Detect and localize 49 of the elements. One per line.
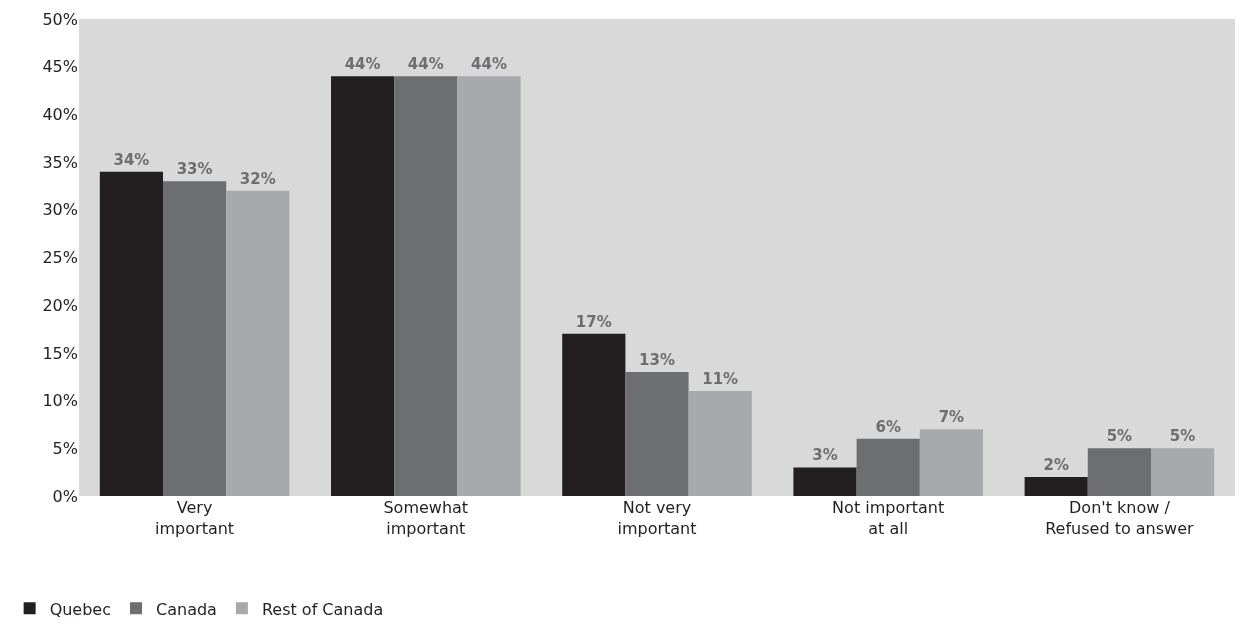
- y-tick-label: 15%: [42, 343, 78, 363]
- bar: [331, 76, 395, 496]
- x-tick-label: Not very important: [617, 498, 697, 538]
- bar: [793, 467, 857, 496]
- data-label: 44%: [407, 55, 444, 74]
- bar: [163, 181, 227, 496]
- data-label: 6%: [875, 417, 901, 436]
- bar: [457, 76, 521, 496]
- x-tick-label: Somewhat important: [383, 498, 469, 538]
- data-label: 13%: [639, 350, 675, 369]
- data-label: 5%: [1169, 427, 1196, 446]
- data-label: 44%: [471, 55, 507, 74]
- data-label: 33%: [176, 160, 213, 179]
- bar: [688, 391, 752, 496]
- bar: [394, 76, 458, 496]
- bar: [99, 171, 163, 496]
- bar: [562, 333, 626, 496]
- bar: [1087, 448, 1151, 496]
- x-tick-label: Not important at all: [832, 498, 945, 538]
- x-tick-label: Very important: [155, 498, 235, 538]
- data-label: 44%: [344, 55, 381, 74]
- data-label: 2%: [1043, 455, 1069, 474]
- y-tick-label: 45%: [42, 57, 78, 77]
- y-tick-label: 10%: [42, 391, 78, 411]
- y-tick-label: 40%: [42, 105, 78, 124]
- y-tick-label: 50%: [42, 9, 78, 29]
- bar: [1024, 476, 1088, 496]
- data-label: 11%: [702, 370, 739, 389]
- bar: [856, 438, 920, 496]
- y-tick-label: 25%: [42, 248, 78, 268]
- y-tick-label: 30%: [42, 200, 78, 220]
- legend-label: Quebec: [49, 599, 112, 619]
- data-label: 3%: [812, 446, 838, 465]
- y-tick-label: 20%: [42, 295, 78, 315]
- bar: [226, 190, 290, 496]
- data-label: 32%: [239, 169, 276, 188]
- x-tick-label: Don't know / Refused to answer: [1045, 498, 1195, 538]
- y-tick-label: 35%: [42, 152, 78, 172]
- bar: [625, 371, 689, 496]
- data-label: 34%: [113, 150, 150, 169]
- data-label: 17%: [575, 312, 612, 331]
- y-tick-label: 5%: [52, 438, 78, 458]
- bar: [919, 429, 983, 496]
- data-label: 5%: [1106, 427, 1133, 446]
- y-tick-label: 0%: [52, 486, 78, 506]
- legend-label: Canada: [156, 599, 217, 619]
- data-label: 7%: [938, 408, 965, 427]
- bar: [1151, 448, 1215, 496]
- legend-label: Rest of Canada: [261, 599, 384, 619]
